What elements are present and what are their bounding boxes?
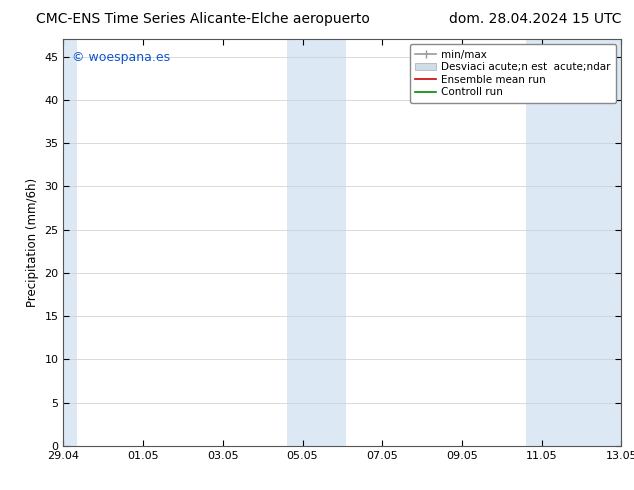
Text: dom. 28.04.2024 15 UTC: dom. 28.04.2024 15 UTC — [449, 12, 621, 26]
Bar — [526, 39, 630, 446]
Text: © woespana.es: © woespana.es — [72, 51, 170, 64]
Y-axis label: Precipitation (mm/6h): Precipitation (mm/6h) — [26, 178, 39, 307]
Legend: min/max, Desviaci acute;n est  acute;ndar, Ensemble mean run, Controll run: min/max, Desviaci acute;n est acute;ndar… — [410, 45, 616, 102]
Bar — [58, 39, 77, 446]
Text: CMC-ENS Time Series Alicante-Elche aeropuerto: CMC-ENS Time Series Alicante-Elche aerop… — [36, 12, 370, 26]
Bar — [287, 39, 346, 446]
